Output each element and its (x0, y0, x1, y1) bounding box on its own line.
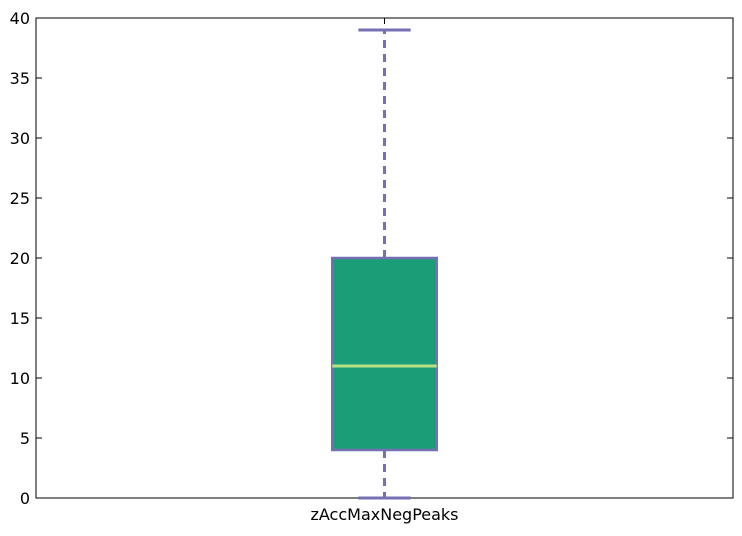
box (330, 256, 439, 452)
y-tick-label: 10 (10, 369, 30, 388)
y-axis: 0 5 10 15 20 25 30 35 40 (10, 9, 733, 508)
y-tick-label: 25 (10, 189, 30, 208)
x-tick-label: zAccMaxNegPeaks (310, 505, 458, 524)
y-tick-label: 20 (10, 249, 30, 268)
y-tick-label: 0 (20, 489, 30, 508)
y-tick-label: 5 (20, 429, 30, 448)
y-tick-label: 35 (10, 69, 30, 88)
y-tick-label: 40 (10, 9, 30, 28)
y-tick-label: 15 (10, 309, 30, 328)
box-series (330, 28, 439, 500)
y-tick-label: 30 (10, 129, 30, 148)
